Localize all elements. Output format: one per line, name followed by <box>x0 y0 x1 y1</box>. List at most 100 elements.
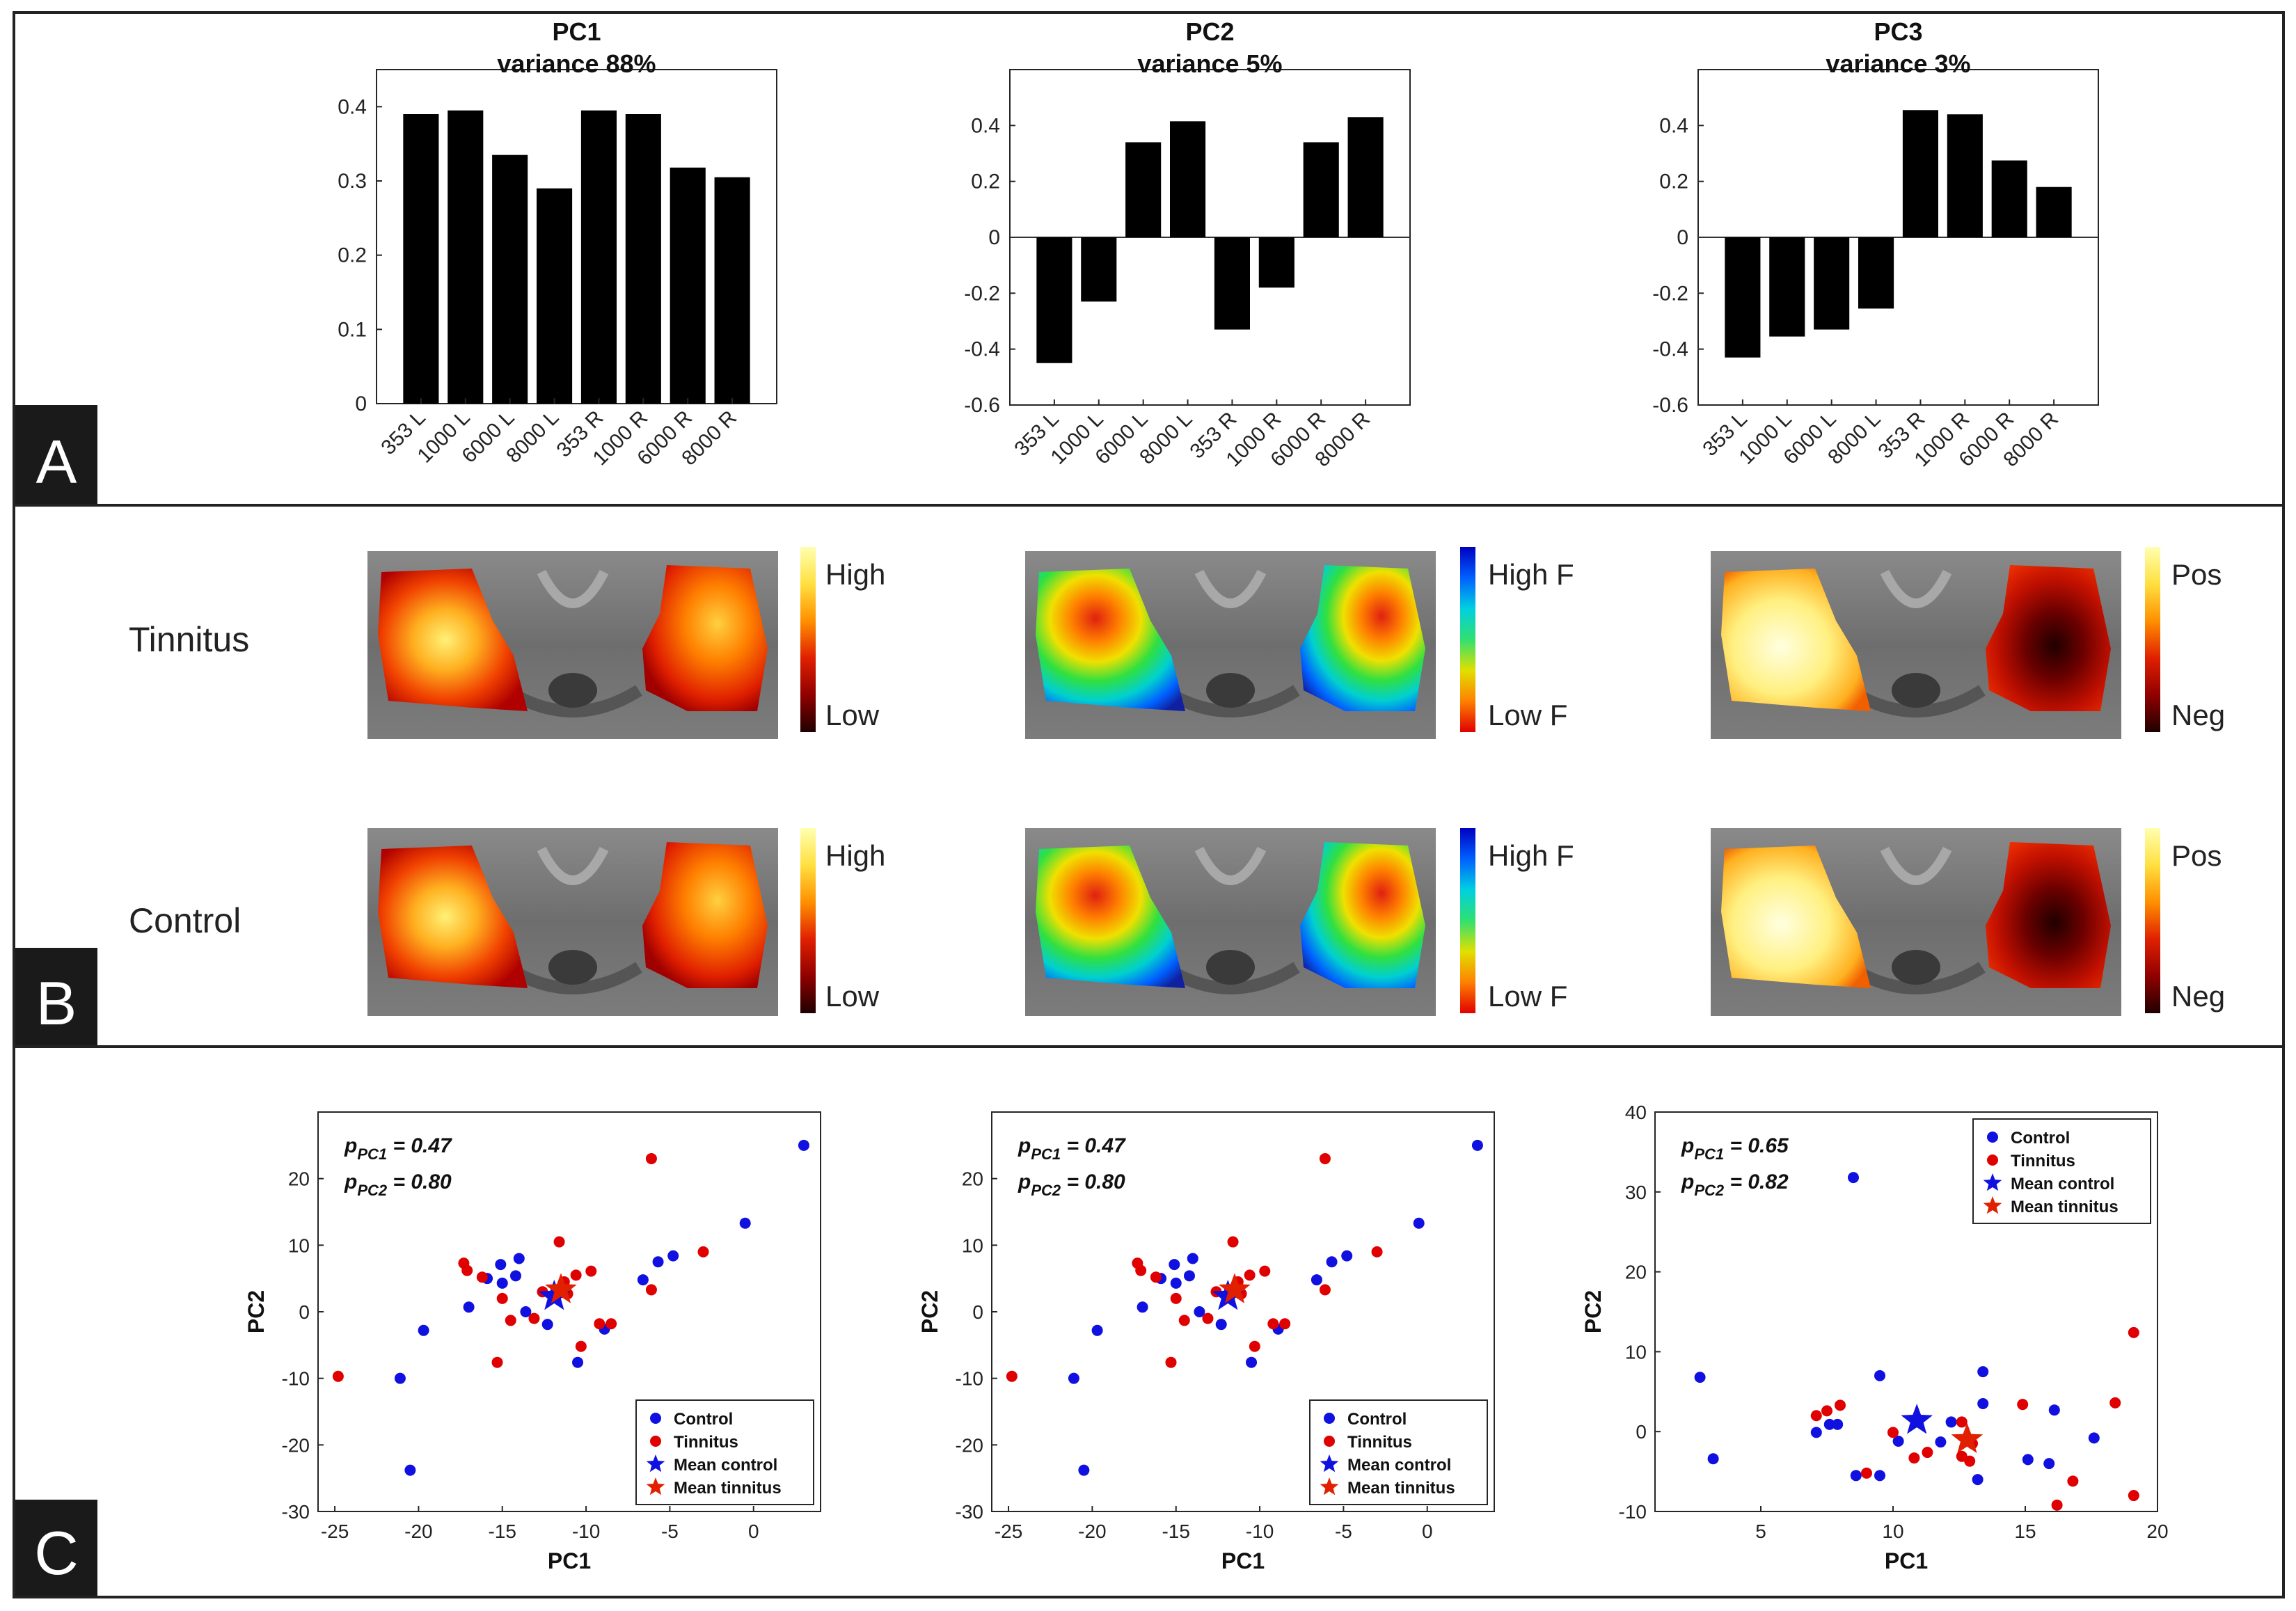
bar <box>625 114 661 404</box>
data-point <box>461 1264 473 1276</box>
p-value-annotation: pPC1 = 0.47 <box>344 1134 452 1163</box>
colorbar-pc1-tinnitus: High Low <box>800 547 885 732</box>
data-point <box>2022 1454 2034 1466</box>
panel-label-b: B <box>15 948 97 1045</box>
x-tick-label: 15 <box>2014 1521 2036 1542</box>
axes-box <box>1654 1111 2158 1512</box>
data-point <box>1471 1139 1483 1151</box>
x-axis-label: PC1 <box>548 1548 591 1573</box>
data-point <box>513 1253 525 1264</box>
colorbar-pc3-control: Pos Neg <box>2145 828 2225 1013</box>
data-point <box>605 1318 617 1330</box>
data-point <box>1810 1427 1822 1438</box>
y-tick-label: 0.3 <box>338 170 367 193</box>
svg-text:Low F: Low F <box>1488 980 1567 1013</box>
panel-label-a: A <box>15 405 97 504</box>
y-tick-label: 0.2 <box>971 170 1000 193</box>
y-tick-label: 20 <box>1625 1262 1647 1283</box>
data-point <box>1935 1436 1947 1448</box>
data-point <box>1861 1467 1872 1479</box>
data-point <box>1249 1340 1260 1352</box>
legend: Control Tinnitus Mean control Mean tinnitus <box>1309 1399 1488 1505</box>
p-value-annotation: pPC2 = 0.80 <box>344 1170 452 1199</box>
x-tick-label: 5 <box>1755 1521 1766 1542</box>
data-point <box>572 1356 584 1368</box>
y-tick-label: 0.2 <box>338 244 367 267</box>
bar <box>1902 110 1938 237</box>
y-tick-label: 0 <box>355 392 367 415</box>
data-point <box>1135 1264 1147 1276</box>
bar <box>403 114 439 404</box>
data-point <box>2088 1432 2100 1444</box>
y-tick-label: 0.2 <box>1659 170 1688 193</box>
chart-subtitle: variance 88% <box>497 49 656 78</box>
legend-dot <box>1987 1154 1998 1166</box>
svg-text:Low F: Low F <box>1488 699 1567 731</box>
row-label-control: Control <box>129 901 241 940</box>
brain-map-pc3-tinnitus <box>1711 551 2121 739</box>
y-tick-label: 10 <box>962 1235 983 1256</box>
y-tick-label: 30 <box>1625 1182 1647 1203</box>
y-tick-label: 10 <box>288 1235 310 1256</box>
data-point <box>1187 1253 1198 1264</box>
y-tick-label: 0 <box>972 1301 983 1323</box>
data-point <box>541 1319 553 1331</box>
y-tick-label: 0.4 <box>1659 114 1688 137</box>
data-point <box>1887 1427 1899 1438</box>
data-point <box>1091 1324 1103 1336</box>
data-point <box>404 1464 416 1476</box>
data-point <box>1892 1435 1904 1447</box>
data-point <box>1311 1274 1322 1286</box>
data-point <box>394 1372 406 1384</box>
data-point <box>509 1270 521 1282</box>
p-value-annotation: pPC1 = 0.65 <box>1681 1134 1789 1163</box>
mean-star <box>1901 1404 1933 1434</box>
data-point <box>1202 1312 1214 1324</box>
data-point <box>505 1315 516 1326</box>
data-point <box>1850 1470 1862 1482</box>
colorbar-pc3-tinnitus: Pos Neg <box>2145 547 2225 732</box>
brain-map-pc2-tinnitus <box>1025 551 1436 739</box>
data-point <box>1244 1269 1256 1281</box>
brain-map-pc2-control <box>1025 828 1436 1016</box>
y-tick-label: 0.4 <box>971 114 1000 137</box>
legend: Control Tinnitus Mean control Mean tinnitus <box>1972 1118 2151 1224</box>
scatter-plot-2: -25 -20 -15 -10 -5 0 -30 -20 -10 0 10 20 PC1 PC2 pPC1 … <box>917 1111 1495 1573</box>
svg-text:B: B <box>36 969 77 1038</box>
panel-c-frame <box>13 1045 2285 1598</box>
bar <box>714 177 750 404</box>
row-label-tinnitus: Tinnitus <box>129 620 249 659</box>
panel-a-frame <box>13 11 2285 507</box>
colorbar-pc2-control: High F Low F <box>1460 828 1574 1013</box>
legend-label: Control <box>2011 1129 2070 1148</box>
x-tick-label: 20 <box>2146 1521 2168 1542</box>
bar <box>670 167 706 404</box>
mean-star <box>545 1273 577 1303</box>
data-point <box>1964 1455 1976 1467</box>
y-tick-label: 0.1 <box>338 318 367 341</box>
y-axis-label: PC2 <box>1581 1290 1606 1333</box>
colorbar-pc1-control: High Low <box>800 828 885 1013</box>
data-point <box>1832 1418 1844 1430</box>
bar <box>1258 237 1295 288</box>
brain-map-pc3-control <box>1711 828 2121 1016</box>
data-point <box>1922 1447 1933 1459</box>
data-point <box>1972 1474 1984 1486</box>
data-point <box>1371 1246 1383 1257</box>
legend-label: Tinnitus <box>1347 1433 1412 1452</box>
data-point <box>1170 1292 1182 1304</box>
data-point <box>1137 1301 1148 1313</box>
y-tick-label: -0.2 <box>964 282 1000 305</box>
data-point <box>1169 1259 1180 1271</box>
svg-text:Pos: Pos <box>2171 558 2222 591</box>
y-tick-label: 10 <box>1625 1341 1647 1363</box>
data-point <box>2051 1499 2063 1511</box>
svg-text:Neg: Neg <box>2171 980 2225 1013</box>
bar <box>537 188 573 404</box>
svg-text:Neg: Neg <box>2171 699 2225 731</box>
x-tick-label: -25 <box>321 1521 349 1542</box>
bar <box>492 154 528 404</box>
data-point <box>575 1340 587 1352</box>
